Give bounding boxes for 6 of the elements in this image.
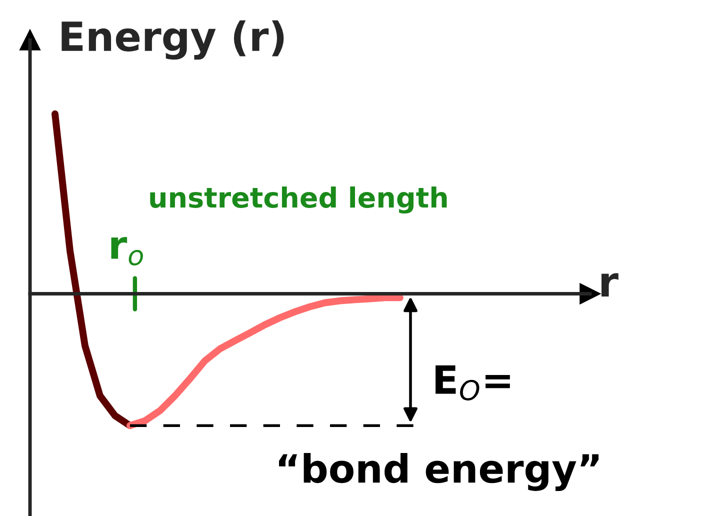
annotation: E$_{O}$= <box>436 365 510 400</box>
x-axis-title: r <box>602 273 618 296</box>
annotation: r$_{o}$ <box>111 236 143 266</box>
annotation: unstretched length <box>150 186 447 214</box>
text: “bond energy” <box>279 453 599 491</box>
y-axis-title: Energy (r) <box>62 20 284 60</box>
